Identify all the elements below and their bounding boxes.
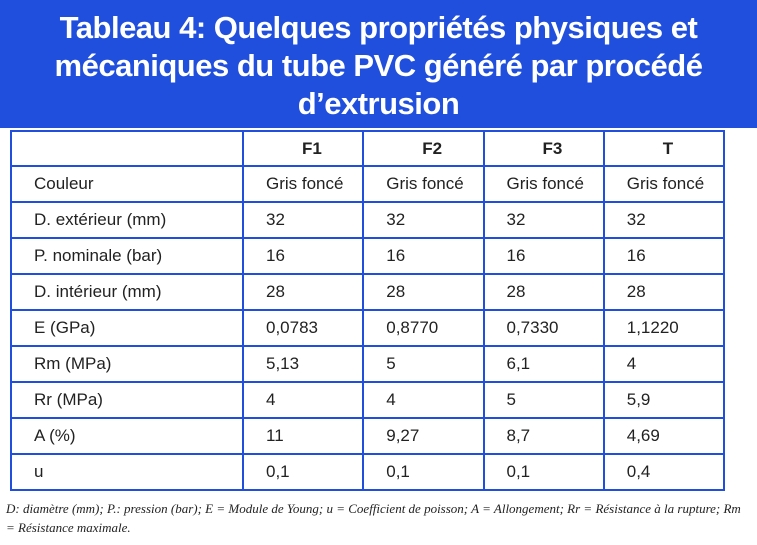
cell: 0,1: [362, 453, 485, 491]
cell: 28: [482, 273, 605, 311]
corner-cell: [10, 130, 244, 167]
row-label: Couleur: [10, 165, 244, 203]
column-header: F1: [241, 130, 365, 167]
row-label: u: [10, 453, 244, 491]
column-header: F2: [362, 130, 485, 167]
cell: 28: [362, 273, 485, 311]
cell: Gris foncé: [482, 165, 605, 203]
cell: 28: [602, 273, 726, 311]
table-row: P. nominale (bar) 16 16 16 16: [10, 237, 726, 275]
table-row: Couleur Gris foncé Gris foncé Gris foncé Gri…: [10, 165, 726, 203]
cell: 0,1: [241, 453, 365, 491]
cell: Gris foncé: [602, 165, 726, 203]
table-row: E (GPa) 0,0783 0,8770 0,7330 1,1220: [10, 309, 726, 347]
cell: 0,1: [482, 453, 605, 491]
cell: 16: [602, 237, 726, 275]
column-header: F3: [482, 130, 605, 167]
cell: 0,4: [602, 453, 726, 491]
row-label: Rm (MPa): [10, 345, 244, 383]
row-label: A (%): [10, 417, 244, 455]
cell: Gris foncé: [362, 165, 485, 203]
cell: 4: [602, 345, 726, 383]
header-row: F1 F2 F3 T: [10, 130, 726, 167]
table-body: Couleur Gris foncé Gris foncé Gris foncé Gri…: [10, 165, 726, 491]
row-label: D. intérieur (mm): [10, 273, 244, 311]
cell: 4: [362, 381, 485, 419]
cell: 0,7330: [482, 309, 605, 347]
table-row: A (%) 11 9,27 8,7 4,69: [10, 417, 726, 455]
cell: 4,69: [602, 417, 726, 455]
table-row: Rr (MPa) 4 4 5 5,9: [10, 381, 726, 419]
table-row: u 0,1 0,1 0,1 0,4: [10, 453, 726, 491]
row-label: D. extérieur (mm): [10, 201, 244, 239]
title: Tableau 4: Quelques propriétés physiques…: [0, 0, 757, 128]
cell: 11: [241, 417, 365, 455]
cell: 5: [482, 381, 605, 419]
cell: 32: [602, 201, 726, 239]
cell: 0,8770: [362, 309, 485, 347]
properties-table: F1 F2 F3 T Couleur Gris foncé Gris foncé Gris …: [10, 130, 726, 491]
cell: 32: [482, 201, 605, 239]
cell: 6,1: [482, 345, 605, 383]
cell: 5,9: [602, 381, 726, 419]
table-row: D. extérieur (mm) 32 32 32 32: [10, 201, 726, 239]
cell: 5: [362, 345, 485, 383]
row-label: P. nominale (bar): [10, 237, 244, 275]
cell: 28: [241, 273, 365, 311]
cell: 16: [241, 237, 365, 275]
cell: 5,13: [241, 345, 365, 383]
cell: 16: [482, 237, 605, 275]
cell: 9,27: [362, 417, 485, 455]
column-header: T: [602, 130, 726, 167]
row-label: Rr (MPa): [10, 381, 244, 419]
cell: 32: [362, 201, 485, 239]
cell: 0,0783: [241, 309, 365, 347]
table-row: D. intérieur (mm) 28 28 28 28: [10, 273, 726, 311]
cell: 32: [241, 201, 365, 239]
cell: Gris foncé: [241, 165, 365, 203]
footnote: D: diamètre (mm); P.: pression (bar); E …: [6, 501, 741, 535]
cell: 1,1220: [602, 309, 726, 347]
cell: 8,7: [482, 417, 605, 455]
row-label: E (GPa): [10, 309, 244, 347]
table-row: Rm (MPa) 5,13 5 6,1 4: [10, 345, 726, 383]
cell: 4: [241, 381, 365, 419]
cell: 16: [362, 237, 485, 275]
